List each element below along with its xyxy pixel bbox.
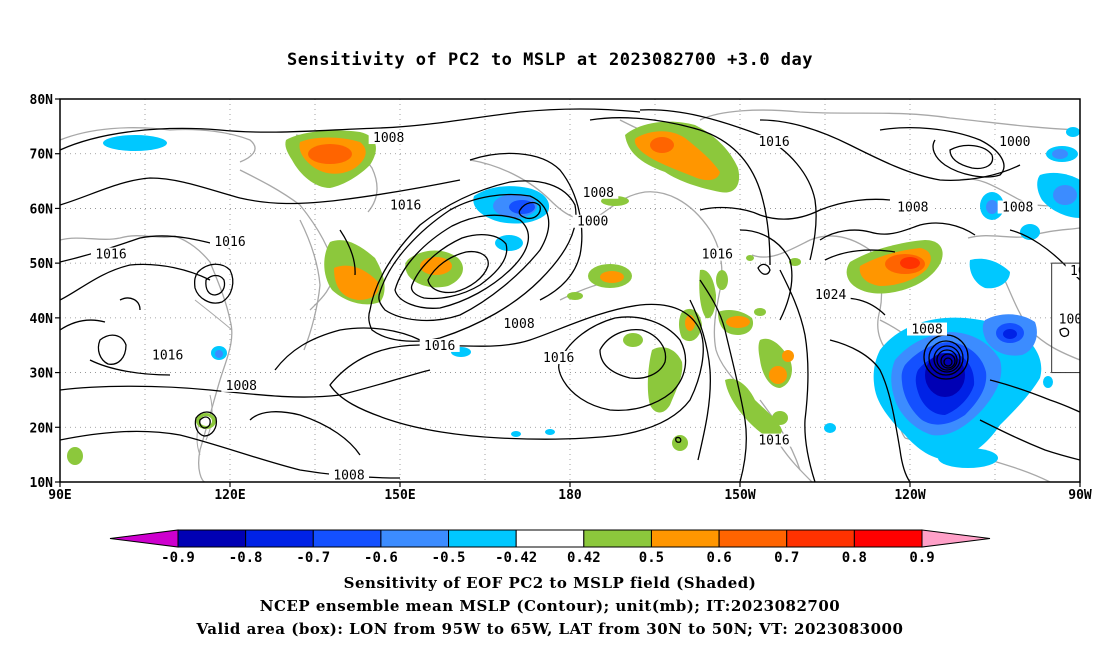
colorbar-label: -0.9 [161, 550, 195, 566]
colorbar-label: -0.42 [495, 550, 537, 566]
contour-label-bg [697, 247, 738, 261]
colorbar-low-triangle [109, 529, 179, 548]
lat-tick-label: 40N [30, 312, 54, 327]
contour-label: 1000 [577, 215, 608, 230]
contour-label-bg [329, 468, 369, 482]
contour-label-bg [221, 378, 262, 392]
colorbar-cell [245, 529, 314, 548]
colorbar-high-triangle [921, 529, 991, 548]
contour-label: 1016 [543, 351, 574, 366]
contour-label-bg [1054, 312, 1080, 326]
contour-label-bg [810, 288, 851, 302]
colorbar-label: 0.6 [706, 550, 731, 566]
contour-label-bg [368, 131, 409, 145]
valid-area-box [1051, 262, 1080, 374]
contour-label: 1016 [758, 434, 789, 449]
lat-tick-label: 80N [30, 93, 54, 108]
contour-label-bg [892, 200, 933, 214]
contour-label: 1008 [1002, 201, 1033, 216]
colorbar-label: -0.8 [229, 550, 263, 566]
lon-tick-label: 150W [724, 488, 755, 500]
colorbar-label: 0.42 [567, 550, 601, 566]
lat-tick-label: 50N [30, 257, 54, 272]
colorbar-cell [312, 529, 382, 548]
lon-tick-label: 90E [48, 488, 71, 500]
contour-label: 1008 [373, 131, 404, 146]
contour-label: 1008 [911, 323, 942, 338]
colorbar-label: -0.6 [364, 550, 398, 566]
contour-label: 1008 [333, 469, 364, 484]
contour-label-bg [754, 433, 794, 447]
colorbar-label: 0.8 [842, 550, 867, 566]
contour-label: 1016 [424, 339, 455, 354]
contour-label-bg [754, 134, 794, 148]
contour-label: 1016 [214, 235, 245, 250]
contour-label-bg [997, 200, 1038, 214]
contour-label-bg [91, 247, 131, 261]
contour-label-bg [385, 198, 426, 212]
colorbar-cell [718, 529, 788, 548]
caption-line-2: NCEP ensemble mean MSLP (Contour); unit(… [259, 597, 841, 615]
contour-label-bg [994, 134, 1035, 148]
lon-tick-label: 150E [384, 488, 415, 500]
chart-title: Sensitivity of PC2 to MSLP at 2023082700… [286, 50, 813, 70]
lat-axis: 80N 70N 60N 50N 40N 30N 20N 10N [30, 93, 60, 491]
contour-label: 1024 [815, 288, 846, 303]
sensitivity-map: 1008 1016 1000 1008 1016 1000 1008 1008 1016 1016… [30, 93, 1100, 500]
contour-label-bg [1065, 263, 1080, 277]
lon-tick-label: 180 [558, 488, 582, 500]
contour-label: 1008 [226, 379, 257, 394]
contour-label: 1008 [1059, 313, 1090, 328]
contour-label-bg [419, 338, 460, 352]
contour-label: 1008 [583, 186, 614, 201]
contour-label: 1016 [758, 135, 789, 150]
colorbar-cell [515, 529, 585, 548]
lon-tick-label: 120W [894, 488, 925, 500]
contour-label-bg [210, 234, 250, 248]
lon-tick-label: 90W [1068, 488, 1092, 500]
colorbar-cell [380, 529, 450, 548]
colorbar-label: 0.9 [909, 550, 934, 566]
colorbar-label: 0.5 [639, 550, 664, 566]
contour-label-bg [907, 322, 947, 336]
caption-line-3: Valid area (box): LON from 95W to 65W, L… [196, 620, 904, 638]
contour-label: 1016 [1070, 264, 1100, 279]
colorbar-cell [786, 529, 855, 548]
lon-axis: 90E120E150E180150W120W90W60W [48, 482, 1092, 500]
contour-label: 1016 [95, 248, 126, 263]
contour-label-bg [147, 348, 188, 362]
lat-tick-label: 70N [30, 148, 54, 163]
colorbar-cell [177, 529, 247, 548]
sensitivity-shading [67, 121, 1080, 468]
contour-label: 1016 [390, 198, 421, 213]
colorbar-label: -0.7 [296, 550, 330, 566]
contour-labels: 1008 1016 1000 1008 1016 1000 1008 1008 1016 1016… [91, 131, 1100, 484]
lat-tick-label: 60N [30, 202, 54, 217]
contour-label: 1016 [702, 248, 733, 263]
colorbar-label: 0.7 [774, 550, 799, 566]
lat-tick-label: 10N [30, 476, 54, 491]
colorbar-cell [583, 529, 652, 548]
contour-label-bg [538, 350, 579, 364]
lat-tick-label: 30N [30, 367, 54, 382]
colorbar-label: -0.5 [432, 550, 466, 566]
contour-label: 1000 [999, 135, 1030, 150]
lon-tick-label: 120E [214, 488, 245, 500]
contour-label: 1008 [897, 201, 928, 216]
contour-label-bg [499, 317, 539, 331]
contour-label-bg [578, 185, 619, 199]
caption-line-1: Sensitivity of EOF PC2 to MSLP field (Sh… [343, 574, 757, 592]
lat-tick-label: 20N [30, 421, 54, 436]
contour-label: 1008 [503, 317, 534, 332]
mslp-contours [60, 108, 1080, 482]
colorbar-cell [448, 529, 517, 548]
contour-label: 1016 [152, 348, 183, 363]
contour-label-bg [572, 214, 613, 228]
colorbar-cell [650, 529, 720, 548]
colorbar-cell [853, 529, 923, 548]
